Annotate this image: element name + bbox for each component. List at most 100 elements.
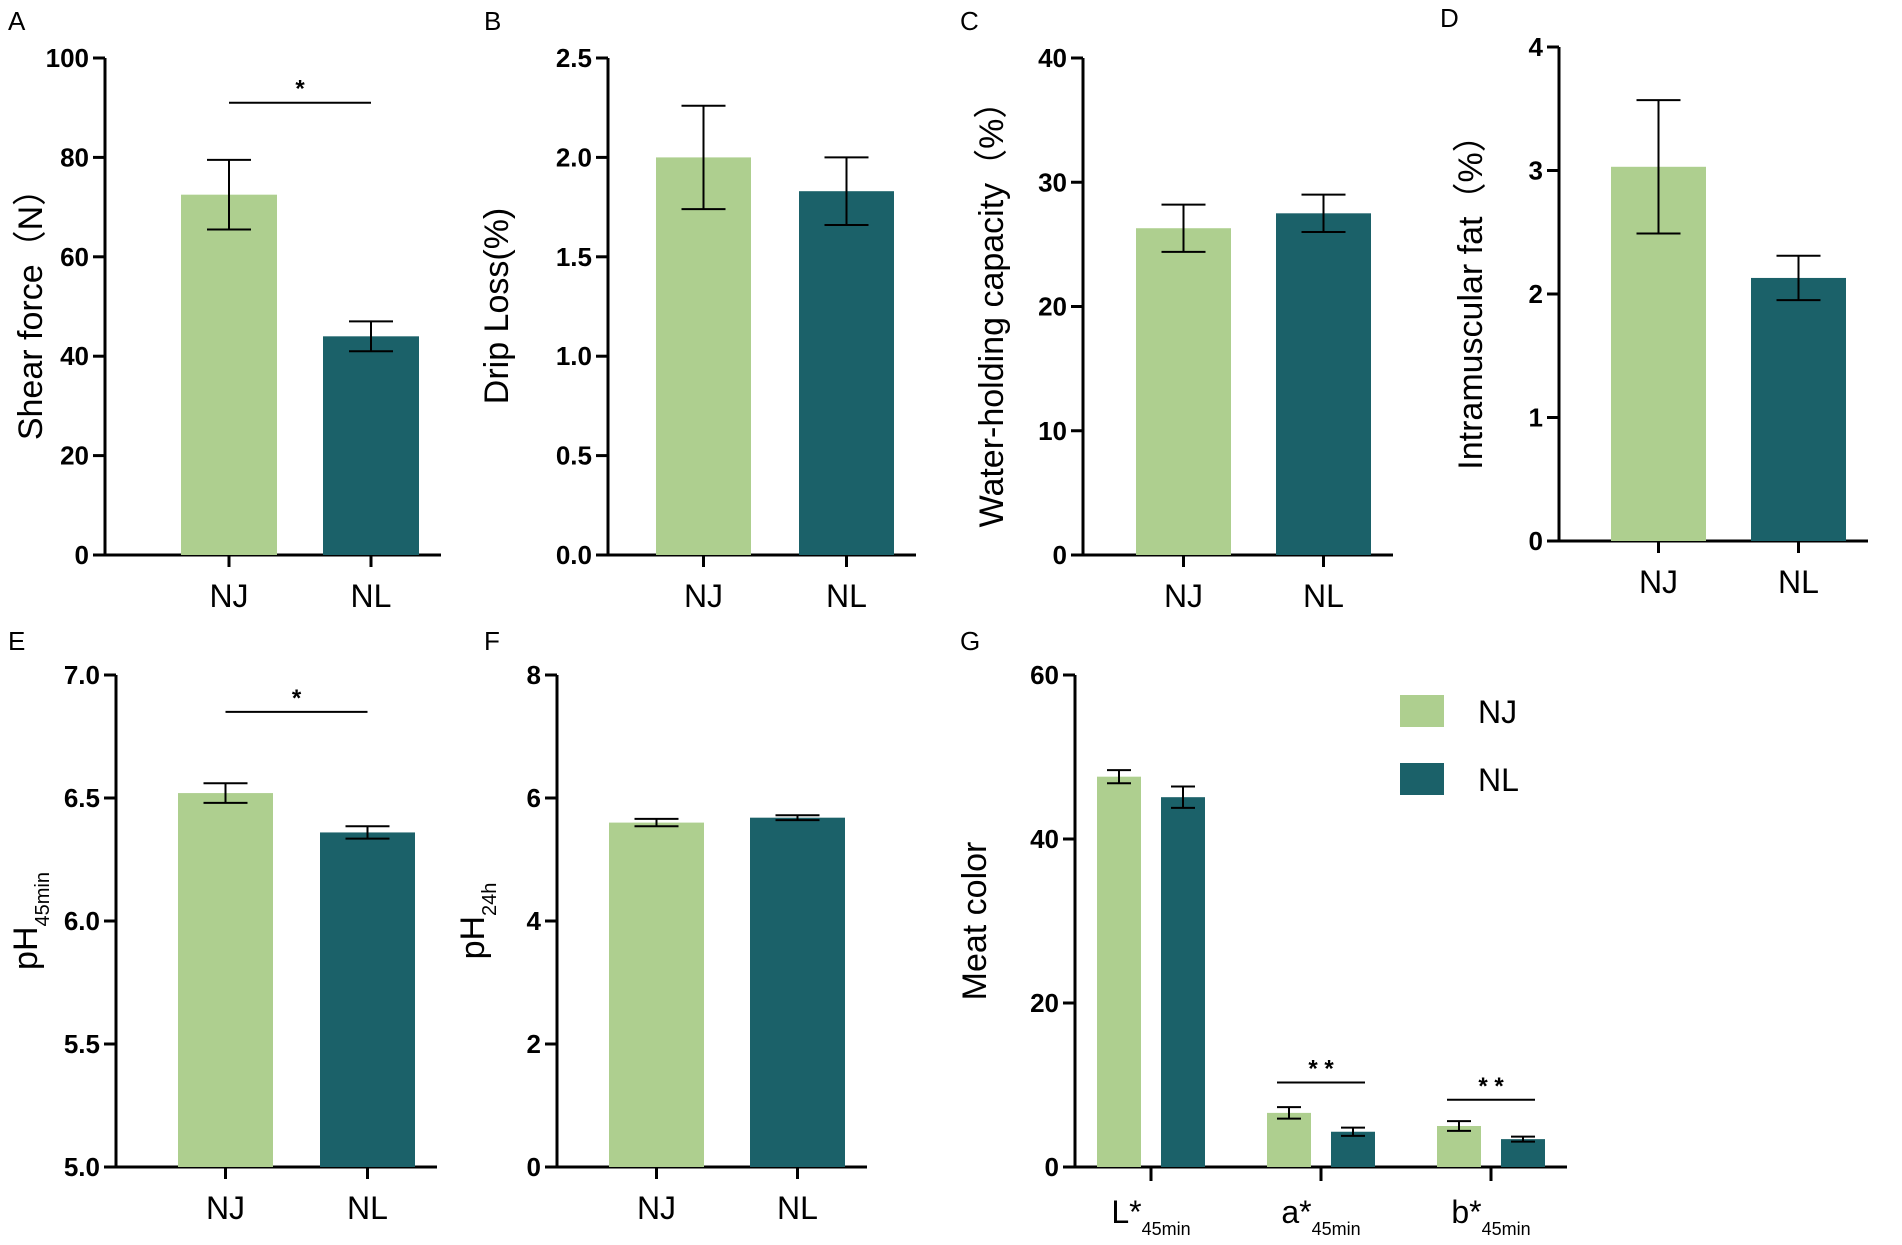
y-tick-label: 2.5: [556, 43, 592, 73]
label-subscript: 45min: [32, 872, 54, 926]
x-tick-label: NL: [777, 1190, 818, 1226]
y-tick-label: 30: [1038, 167, 1067, 197]
y-tick-label: 8: [527, 660, 541, 690]
panel-e: E 5.0 5.5 6.0 6.5 7.0 pH45min NJ NL *: [7, 626, 437, 1226]
x-tick-label: NJ: [684, 578, 723, 614]
label-main: b*: [1451, 1194, 1481, 1230]
legend-label-nj: NJ: [1478, 694, 1517, 730]
y-tick-label: 1.5: [556, 242, 592, 272]
y-tick-label: 6.5: [64, 783, 100, 813]
bar-nl: [799, 191, 894, 556]
y-tick-label: 0: [1045, 1152, 1059, 1182]
y-tick-label: 5.0: [64, 1152, 100, 1182]
legend-swatch-nl: [1400, 763, 1444, 795]
panel-d: D 0 1 2 3 4 Intramuscular fat（%） NJ NL: [1440, 3, 1868, 600]
y-axis-title: Meat color: [956, 842, 994, 1001]
y-tick-label: 20: [1030, 988, 1059, 1018]
x-tick-label: NL: [1303, 578, 1344, 614]
bar-nj: [1267, 1112, 1311, 1167]
x-tick-label: NJ: [637, 1190, 676, 1226]
x-tick-label: b*45min: [1451, 1194, 1530, 1239]
significance-label: * *: [1308, 1056, 1334, 1083]
panel-a: A 0 20 40 60 80 100 Shear force（N） NJ NL *: [8, 6, 441, 614]
bar-nl: [750, 817, 845, 1167]
x-tick-label: NJ: [206, 1190, 245, 1226]
bar-nj: [1136, 228, 1231, 555]
y-tick-label: 60: [1030, 660, 1059, 690]
y-tick-label: 40: [60, 341, 89, 371]
y-tick-label: 2: [527, 1029, 541, 1059]
y-tick-label: 10: [1038, 416, 1067, 446]
y-tick-label: 0: [1053, 540, 1067, 570]
y-tick-label: 20: [60, 441, 89, 471]
x-tick-label: L*45min: [1111, 1194, 1190, 1239]
bar-nl: [323, 336, 419, 555]
y-axis-title: pH24h: [454, 883, 501, 960]
bar-nl: [320, 832, 415, 1167]
y-tick-label: 0.0: [556, 540, 592, 570]
bar-nj: [609, 822, 704, 1167]
y-axis-title: Shear force（N）: [12, 172, 50, 440]
label-main: L*: [1111, 1194, 1141, 1230]
panel-letter: C: [960, 6, 979, 36]
y-tick-label: 80: [60, 142, 89, 172]
panel-letter: D: [1440, 3, 1459, 33]
y-tick-label: 40: [1038, 43, 1067, 73]
y-axis-title: Intramuscular fat（%）: [1452, 118, 1490, 469]
significance-label: *: [295, 76, 305, 103]
panel-f: F 0 2 4 6 8 pH24h NJ NL: [454, 626, 867, 1226]
panel-letter: F: [484, 626, 500, 656]
x-tick-label: a*45min: [1281, 1194, 1360, 1239]
label-subscript: 24h: [479, 883, 501, 916]
significance-label: *: [292, 685, 302, 712]
panel-letter: B: [484, 6, 501, 36]
y-tick-label: 4: [527, 906, 542, 936]
y-tick-label: 4: [1529, 32, 1544, 62]
significance-label: * *: [1478, 1073, 1504, 1100]
bar-nl: [1276, 213, 1371, 555]
y-tick-label: 40: [1030, 824, 1059, 854]
label-subscript: 45min: [1482, 1219, 1531, 1239]
bar-nj: [1437, 1126, 1481, 1167]
y-axis-title: Drip Loss(%): [478, 208, 516, 404]
x-tick-label: NJ: [209, 578, 248, 614]
panel-c: C 0 10 20 30 40 Water-holding capacity（%） NJ NL: [960, 6, 1393, 614]
label-main: pH: [7, 927, 45, 970]
bar-nl: [1331, 1131, 1375, 1167]
label-subscript: 45min: [1142, 1219, 1191, 1239]
x-tick-label: NJ: [1639, 564, 1678, 600]
y-tick-label: 100: [46, 43, 89, 73]
panel-letter: A: [8, 6, 26, 36]
y-axis-title: pH45min: [7, 872, 54, 970]
y-tick-label: 60: [60, 242, 89, 272]
bar-nj: [181, 194, 277, 556]
label-subscript: 45min: [1312, 1219, 1361, 1239]
bar-nl: [1751, 277, 1846, 541]
x-tick-label: NL: [1778, 564, 1819, 600]
bar-nl: [1501, 1139, 1545, 1167]
panel-letter: G: [960, 626, 980, 656]
y-tick-label: 2.0: [556, 142, 592, 172]
y-tick-label: 1.0: [556, 341, 592, 371]
bar-nj: [1097, 776, 1141, 1167]
y-axis-title: Water-holding capacity（%）: [973, 85, 1011, 528]
x-tick-label: NL: [351, 578, 392, 614]
bar-nj: [178, 793, 273, 1167]
y-tick-label: 0: [527, 1152, 541, 1182]
y-tick-label: 0: [75, 540, 89, 570]
bar-nl: [1161, 797, 1205, 1167]
y-tick-label: 6: [527, 783, 541, 813]
y-tick-label: 3: [1529, 156, 1543, 186]
x-tick-label: NJ: [1164, 578, 1203, 614]
label-main: pH: [454, 916, 492, 959]
y-tick-label: 2: [1529, 279, 1543, 309]
panel-b: B 0.0 0.5 1.0 1.5 2.0 2.5 Drip Loss(%) NJ NL: [478, 6, 916, 614]
y-tick-label: 20: [1038, 292, 1067, 322]
y-tick-label: 6.0: [64, 906, 100, 936]
label-main: a*: [1281, 1194, 1311, 1230]
x-tick-label: NL: [347, 1190, 388, 1226]
y-tick-label: 5.5: [64, 1029, 100, 1059]
y-tick-label: 0: [1529, 526, 1543, 556]
